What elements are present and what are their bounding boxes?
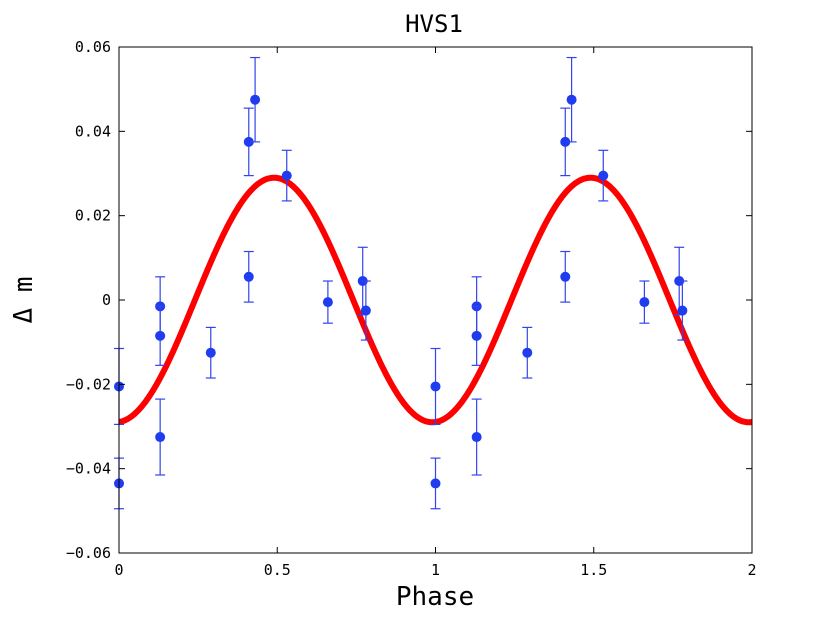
data-point <box>322 297 333 308</box>
data-point <box>639 297 650 308</box>
x-axis-label: Phase <box>396 582 474 612</box>
data-point <box>243 271 254 282</box>
data-point <box>155 432 166 443</box>
chart-title: HVS1 <box>405 10 463 38</box>
y-tick-label: 0 <box>102 291 111 309</box>
data-point <box>430 381 441 392</box>
data-point <box>471 330 482 341</box>
data-point <box>281 170 292 181</box>
axis-ticks: 0 0.5 1 1.5 2 −0.06 −0.04 −0.02 0 0.02 0.04 0.06 <box>66 38 757 579</box>
y-tick-label: −0.06 <box>66 544 111 562</box>
y-tick-label: −0.04 <box>66 460 111 478</box>
plot-area <box>114 56 753 510</box>
data-point <box>560 136 571 147</box>
x-tick-label: 2 <box>747 561 756 579</box>
data-point <box>155 330 166 341</box>
data-point <box>677 305 688 316</box>
y-tick-label: 0.06 <box>75 38 111 56</box>
data-point <box>430 478 441 489</box>
data-point <box>250 94 261 105</box>
x-tick-label: 0.5 <box>264 561 291 579</box>
data-point <box>560 271 571 282</box>
data-point <box>598 170 609 181</box>
data-point <box>360 305 371 316</box>
y-tick-label: −0.02 <box>66 375 111 393</box>
y-axis-label: Δ m <box>9 277 39 324</box>
y-tick-label: 0.04 <box>75 122 111 140</box>
data-point <box>566 94 577 105</box>
data-point <box>243 136 254 147</box>
x-tick-label: 1 <box>431 561 440 579</box>
data-point <box>205 347 216 358</box>
x-tick-label: 0 <box>114 561 123 579</box>
data-point <box>471 432 482 443</box>
y-tick-label: 0.02 <box>75 207 111 225</box>
data-point <box>522 347 533 358</box>
x-tick-label: 1.5 <box>580 561 607 579</box>
